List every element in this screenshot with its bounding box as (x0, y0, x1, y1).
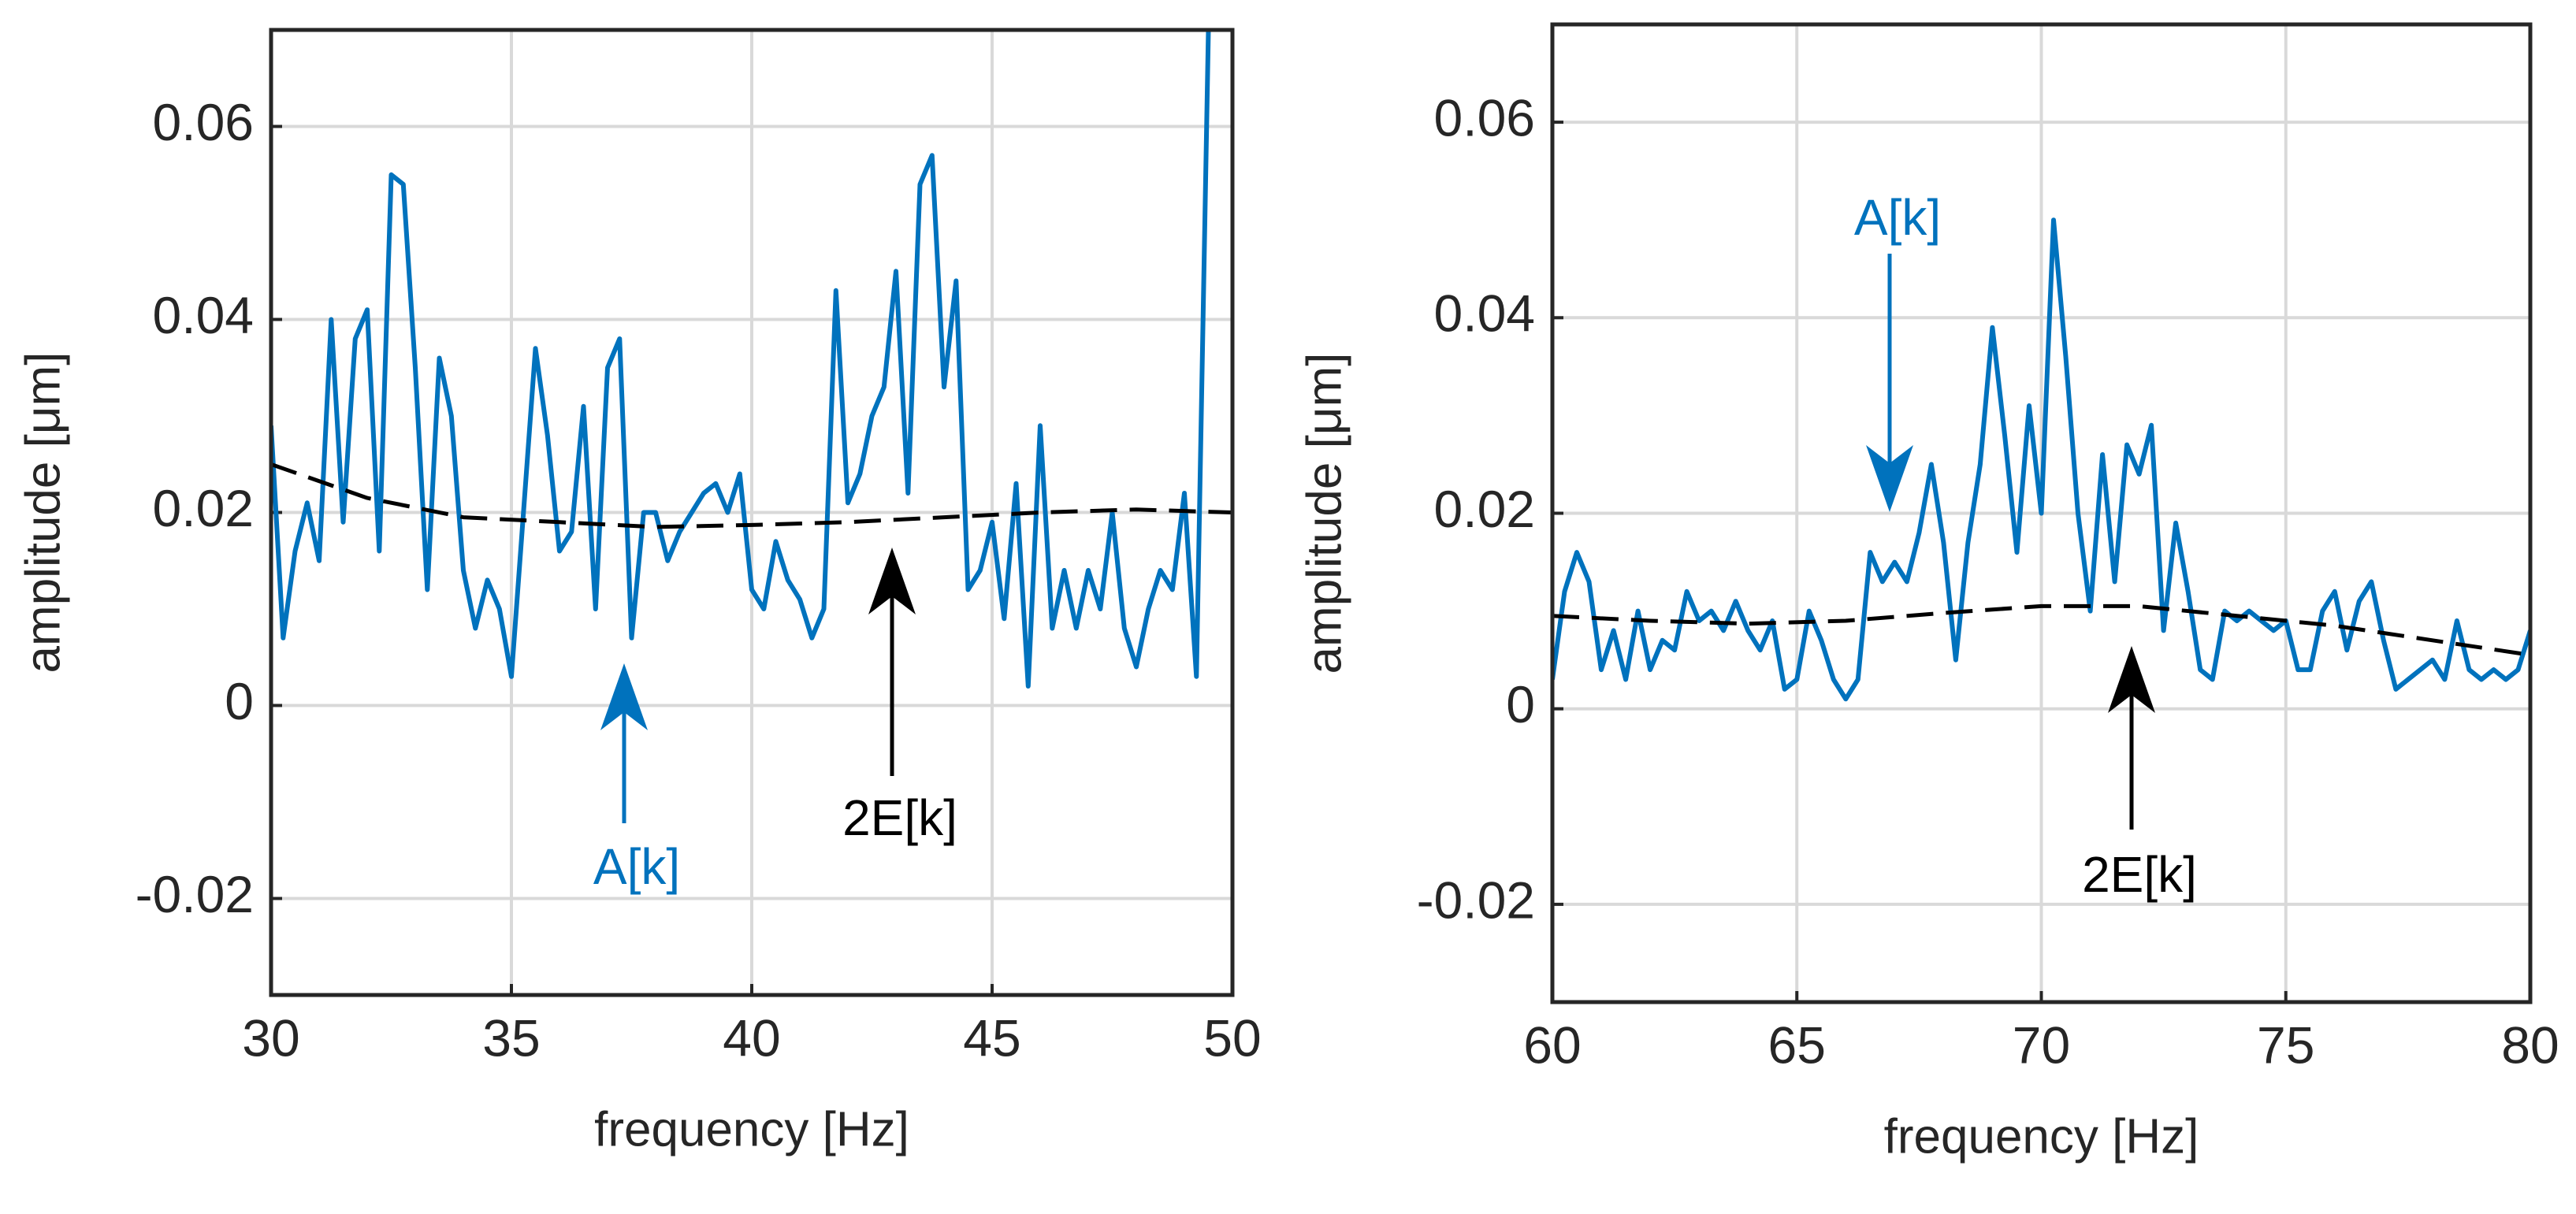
x-tick-label: 70 (2013, 1015, 2070, 1074)
x-tick-label: 50 (1203, 1008, 1261, 1067)
y-tick-label: 0.04 (1434, 284, 1535, 343)
x-axis-label: frequency [Hz] (1884, 1109, 2199, 1164)
annotation-arrowhead (600, 663, 648, 730)
x-tick-label: 35 (482, 1008, 540, 1067)
x-tick-label: 45 (963, 1008, 1020, 1067)
estimate-line (1552, 603, 2530, 657)
y-tick-label: 0.06 (153, 93, 254, 151)
y-axis-label: amplitude [μm] (1297, 353, 1351, 674)
amplitude-line (1552, 217, 2530, 702)
y-tick-label: 0.02 (153, 479, 254, 537)
x-axis-label: frequency [Hz] (594, 1102, 909, 1156)
annotation-label: 2E[k] (2082, 846, 2197, 903)
y-tick-label: -0.02 (1417, 871, 1535, 929)
y-tick-label: 0.06 (1434, 89, 1535, 147)
estimate-line (271, 462, 1232, 529)
y-tick-label: 0.04 (153, 286, 254, 344)
annotation-arrowhead (868, 548, 916, 614)
x-tick-label: 40 (723, 1008, 780, 1067)
x-tick-label: 75 (2257, 1015, 2314, 1074)
y-tick-label: -0.02 (136, 865, 254, 923)
annotation-arrowhead (2108, 646, 2155, 713)
annotation-label: A[k] (1854, 189, 1941, 246)
amplitude-line (271, 30, 1211, 689)
y-tick-label: 0 (1506, 675, 1535, 733)
y-axis-label: amplitude [μm] (16, 352, 70, 674)
plot-frame (1550, 22, 2533, 1004)
annotation-arrowhead (1866, 445, 1913, 512)
x-tick-label: 60 (1523, 1015, 1581, 1074)
y-tick-label: 0.02 (1434, 480, 1535, 538)
annotation-label: A[k] (593, 838, 680, 895)
y-tick-label: 0 (225, 672, 254, 730)
x-tick-label: 65 (1768, 1015, 1826, 1074)
plot-frame (269, 28, 1235, 997)
annotation-label: 2E[k] (842, 789, 957, 846)
x-tick-label: 80 (2501, 1015, 2559, 1074)
x-tick-label: 30 (242, 1008, 299, 1067)
